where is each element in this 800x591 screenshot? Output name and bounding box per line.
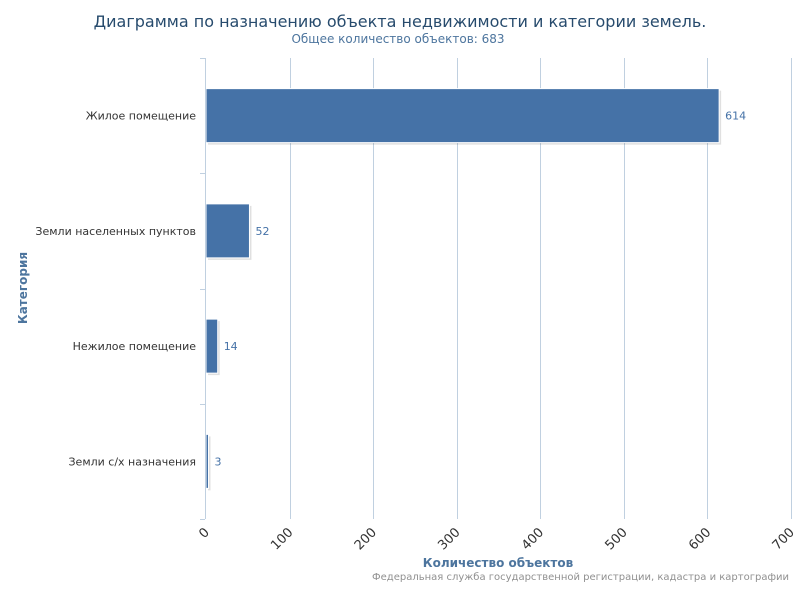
y-category-label: Земли с/х назначения — [69, 455, 197, 468]
chart-credits: Федеральная служба государственной регис… — [372, 572, 789, 583]
x-tick-label: 300 — [435, 525, 463, 553]
bar-data-label: 52 — [255, 225, 269, 238]
bar[interactable] — [205, 433, 210, 489]
x-tick-label: 200 — [352, 525, 380, 553]
x-axis-title: Количество объектов — [423, 556, 574, 570]
bar[interactable] — [205, 203, 250, 259]
bar-data-label: 14 — [224, 340, 238, 353]
bar-shadow — [208, 436, 211, 491]
chart-title: Диаграмма по назначению объекта недвижим… — [94, 12, 707, 31]
x-tick-label: 600 — [686, 525, 714, 553]
x-tick-label: 700 — [770, 525, 798, 553]
bar[interactable] — [205, 88, 720, 144]
y-axis-title: Категория — [16, 252, 30, 324]
bar-series: 614 52 14 3 — [205, 88, 746, 491]
bar-data-label: 3 — [215, 455, 222, 468]
chart-subtitle: Общее количество объектов: 683 — [291, 32, 504, 46]
y-category-label: Жилое помещение — [86, 110, 196, 123]
x-tick-label: 500 — [603, 525, 631, 553]
bar-data-label: 614 — [725, 110, 746, 123]
x-tick-label: 400 — [519, 525, 547, 553]
y-category-label: Земли населенных пунктов — [35, 225, 196, 238]
y-category-label: Нежилое помещение — [73, 340, 197, 353]
bar[interactable] — [205, 318, 219, 374]
x-tick-label: 0 — [196, 525, 212, 541]
x-tick-label: 100 — [268, 525, 296, 553]
